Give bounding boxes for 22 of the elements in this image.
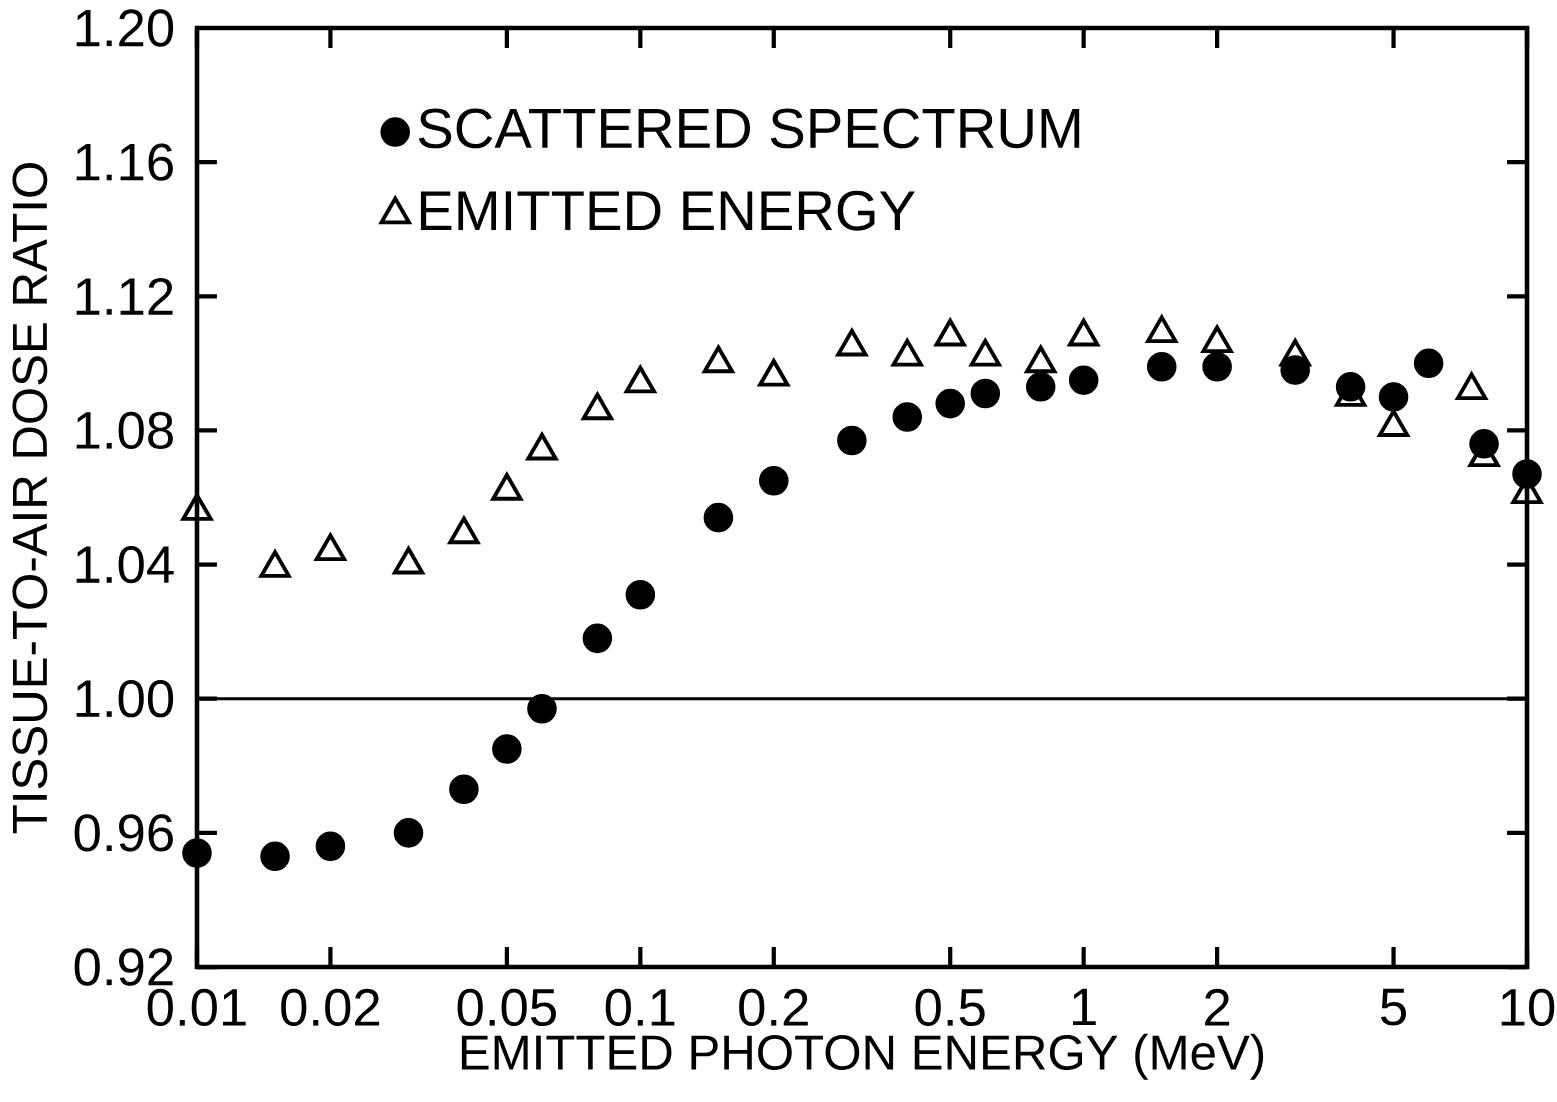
y-axis-title: TISSUE-TO-AIR DOSE RATIO [12, 163, 48, 834]
legend-label: EMITTED ENERGY [420, 190, 915, 231]
y-tick-label: 1.08 [76, 411, 173, 450]
x-axis-title: EMITTED PHOTON ENERGY (MeV) [461, 1033, 1264, 1080]
y-tick-label: 0.96 [74, 814, 173, 852]
x-tick-label: 0.01 [147, 988, 246, 1027]
x-tick-label: 0.05 [457, 988, 556, 1027]
x-tick-label: 10 [1501, 988, 1555, 1027]
y-tick-label: 0.92 [74, 948, 173, 986]
y-tick-label: 1.04 [76, 545, 174, 584]
y-tick-label: 1.12 [76, 277, 173, 315]
legend-label: SCATTERED SPECTRUM [418, 108, 1080, 149]
x-tick-label: 0.2 [739, 988, 808, 1027]
x-tick-label: 0.1 [605, 988, 675, 1027]
y-tick-label: 1.00 [76, 680, 174, 718]
y-tick-label: 1.20 [76, 9, 174, 47]
x-tick-label: 2 [1205, 988, 1230, 1026]
x-tick-label: 0.02 [281, 988, 380, 1027]
x-tick-label: 1 [1073, 988, 1096, 1026]
x-tick-label: 5 [1380, 988, 1407, 1026]
y-tick-label: 1.16 [76, 143, 173, 181]
x-tick-label: 0.5 [915, 988, 985, 1027]
